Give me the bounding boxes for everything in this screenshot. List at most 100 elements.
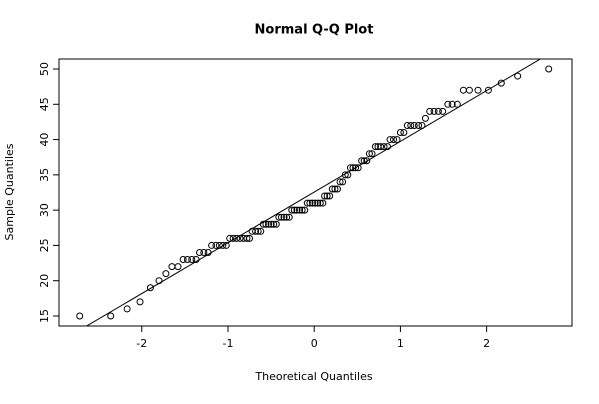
y-axis-label: Sample Quantiles [3, 143, 16, 240]
point [301, 206, 309, 214]
point [311, 199, 319, 207]
x-tick-label: 2 [483, 337, 490, 350]
point [377, 143, 385, 151]
point [222, 241, 230, 249]
point [497, 79, 505, 87]
point [280, 213, 288, 221]
point [283, 213, 291, 221]
point [403, 121, 411, 129]
y-tick-label: 35 [38, 168, 51, 182]
point [303, 199, 311, 207]
point [371, 143, 379, 151]
point [344, 171, 352, 179]
point [393, 136, 401, 144]
point [285, 213, 293, 221]
point [293, 206, 301, 214]
qq-line [85, 59, 542, 326]
x-tick-label: -1 [223, 337, 234, 350]
point [415, 121, 423, 129]
point [354, 164, 362, 172]
point [448, 100, 456, 108]
point [146, 284, 154, 292]
point [314, 199, 322, 207]
y-tick-label: 25 [38, 238, 51, 252]
point [229, 234, 237, 242]
point [298, 206, 306, 214]
point [204, 248, 212, 256]
point [179, 256, 187, 264]
point [339, 178, 347, 186]
point [407, 121, 415, 129]
point [265, 220, 273, 228]
point [363, 157, 371, 165]
point [368, 150, 376, 158]
point [410, 121, 418, 129]
point [418, 121, 426, 129]
point [444, 100, 452, 108]
point [254, 227, 262, 235]
point [365, 150, 373, 158]
point [383, 143, 391, 151]
point [272, 220, 280, 228]
y-tick-label: 50 [38, 62, 51, 76]
point [174, 263, 182, 271]
x-axis-label: Theoretical Quantiles [254, 370, 372, 383]
point [277, 213, 285, 221]
point [430, 107, 438, 115]
y-tick-label: 15 [38, 309, 51, 323]
point [326, 192, 334, 200]
point [514, 72, 522, 80]
point [336, 178, 344, 186]
y-tick-label: 30 [38, 203, 51, 217]
point [192, 256, 200, 264]
point [386, 136, 394, 144]
point [296, 206, 304, 214]
point [333, 185, 341, 193]
point [453, 100, 461, 108]
point [246, 234, 254, 242]
point [252, 227, 260, 235]
point [380, 143, 388, 151]
y-tick-label: 45 [38, 97, 51, 111]
point [243, 234, 251, 242]
point [306, 199, 314, 207]
point [270, 220, 278, 228]
point [257, 227, 265, 235]
point [123, 305, 131, 313]
point [346, 164, 354, 172]
point [290, 206, 298, 214]
point [360, 157, 368, 165]
point [465, 86, 473, 94]
plot-frame [58, 58, 573, 327]
point [434, 107, 442, 115]
point [155, 277, 163, 285]
point [484, 86, 492, 94]
point [267, 220, 275, 228]
point [331, 185, 339, 193]
point [188, 256, 196, 264]
point [316, 199, 324, 207]
point [262, 220, 270, 228]
point [196, 248, 204, 256]
point [349, 164, 357, 172]
y-tick-label: 20 [38, 274, 51, 288]
point [208, 241, 216, 249]
point [321, 192, 329, 200]
point [319, 199, 327, 207]
point [275, 213, 283, 221]
point [396, 129, 404, 137]
point [200, 248, 208, 256]
point [421, 114, 429, 122]
point [308, 199, 316, 207]
x-tick-label: -2 [136, 337, 147, 350]
point [236, 234, 244, 242]
point [219, 241, 227, 249]
point [215, 241, 223, 249]
x-tick-label: 0 [311, 337, 318, 350]
point [545, 65, 553, 73]
x-tick-label: 1 [397, 337, 404, 350]
point [400, 129, 408, 137]
point [76, 312, 84, 320]
